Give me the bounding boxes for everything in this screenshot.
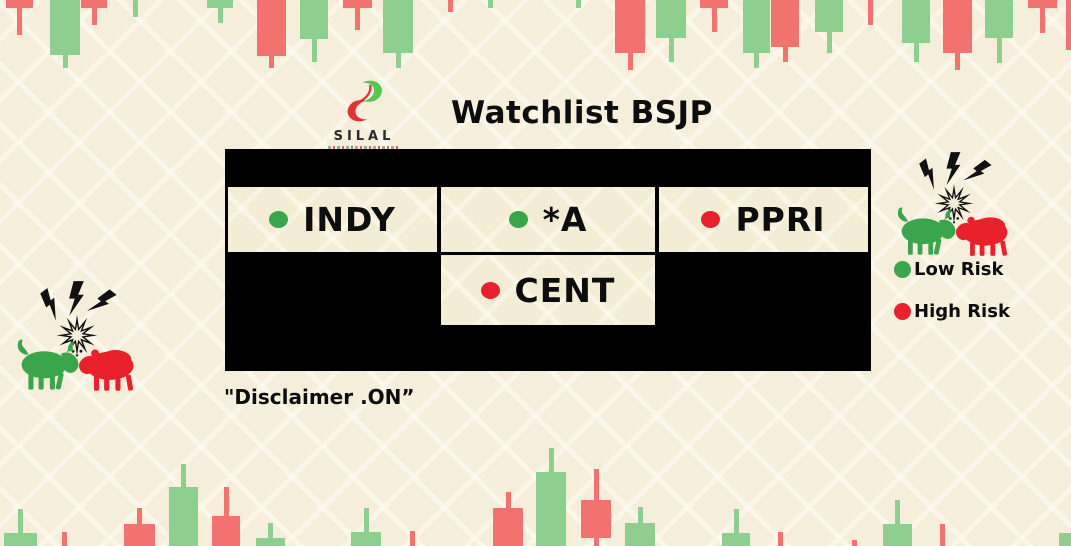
silal-logo-text: SILAL	[333, 129, 395, 144]
bull-vs-bear-graphic	[894, 151, 1014, 258]
ticker-cell-cent[interactable]: CENT	[441, 255, 655, 325]
page-title: Watchlist BSJP	[451, 95, 713, 131]
risk-dot	[508, 211, 528, 228]
ticker-symbol: *A	[542, 200, 588, 239]
silal-logo-mark	[347, 80, 382, 122]
disclaimer-text: "Disclaimer .ON”	[224, 385, 415, 409]
low-risk-dot-icon	[894, 261, 911, 278]
legend-item-high-risk: High Risk	[894, 301, 1010, 322]
legend-item-low-risk: Low Risk	[894, 259, 1003, 280]
ticker-cell-ppri[interactable]: PPRI	[659, 187, 868, 252]
risk-dot	[701, 211, 721, 228]
silal-logo: SILAL	[324, 78, 404, 149]
high-risk-dot-icon	[894, 303, 911, 320]
legend-label: Low Risk	[914, 259, 1004, 280]
ticker-cell-indy[interactable]: INDY	[228, 187, 437, 252]
ticker-symbol: INDY	[303, 200, 396, 239]
legend-label: High Risk	[914, 301, 1010, 322]
risk-dot	[480, 281, 500, 299]
bull-vs-bear-graphic	[12, 280, 142, 393]
ticker-symbol: CENT	[514, 270, 616, 310]
logo-tagline-strip	[328, 146, 400, 149]
ticker-symbol: PPRI	[735, 200, 826, 239]
ticker-cell-a[interactable]: *A	[441, 187, 655, 252]
risk-dot	[269, 211, 289, 228]
